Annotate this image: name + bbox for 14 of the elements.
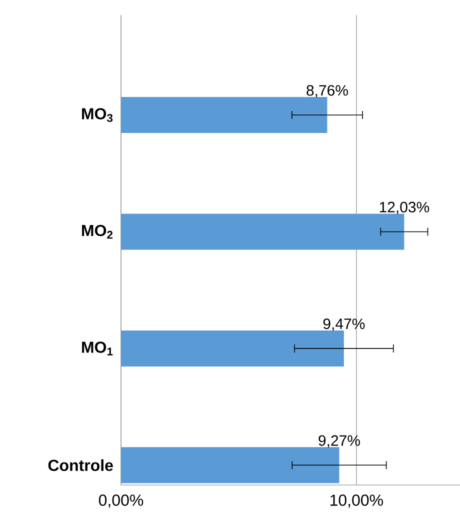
- bar: [120, 330, 344, 366]
- bar: [120, 97, 328, 134]
- y-tick-label: Controle: [48, 459, 113, 472]
- data-label: 8,76%: [306, 85, 348, 98]
- x-tick-label: 0,00%: [98, 494, 143, 508]
- category-label: MO$_{3}$: [82, 108, 112, 122]
- category-label: MO$_{2}$: [82, 224, 112, 239]
- data-label: 9,27%: [318, 435, 360, 448]
- bar: [120, 214, 404, 250]
- category-label: MO$_{1}$: [82, 342, 112, 356]
- x-tick-label: 10,00%: [330, 494, 383, 508]
- data-label: 9,47%: [323, 318, 364, 331]
- data-label: 12,03%: [380, 202, 429, 214]
- bar: [120, 447, 340, 484]
